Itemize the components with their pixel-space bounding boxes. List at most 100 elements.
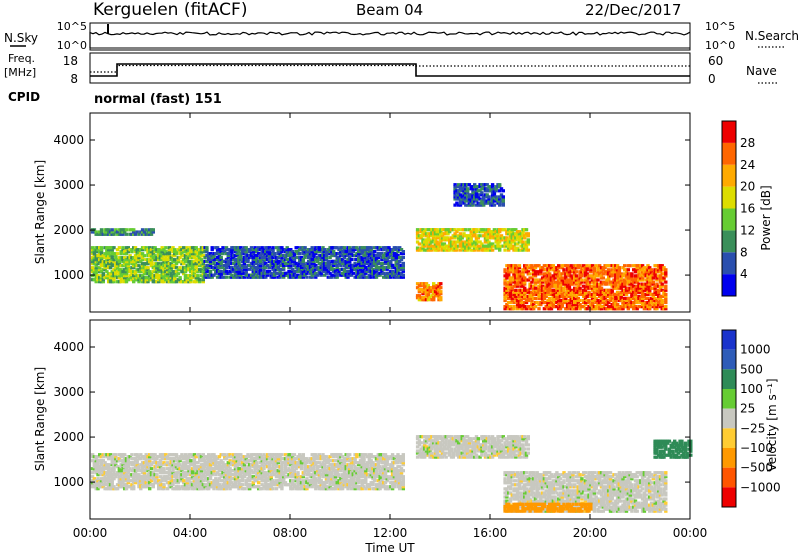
echo-cell: [292, 257, 297, 262]
echo-cell: [307, 250, 311, 254]
echo-cell: [110, 276, 114, 280]
echo-cell: [558, 290, 563, 294]
echo-cell: [594, 280, 598, 284]
echo-cell: [176, 260, 180, 264]
echo-cell: [180, 455, 184, 459]
echo-cell: [167, 483, 172, 487]
echo-cell: [142, 485, 147, 489]
echo-cell: [619, 272, 623, 276]
echo-cell: [187, 276, 191, 280]
echo-cell: [594, 286, 598, 290]
echo-cell: [594, 278, 598, 282]
echo-cell: [455, 248, 459, 252]
echo-cell: [132, 481, 136, 485]
echo-cell: [594, 282, 598, 286]
echo-cell: [528, 272, 532, 276]
echo-cell: [460, 189, 464, 193]
echo-cell: [262, 263, 266, 267]
echo-cell: [112, 469, 116, 473]
echo-cell: [573, 274, 577, 278]
echo-cell: [124, 459, 129, 463]
echo-cell: [590, 298, 595, 303]
echo-cell: [240, 248, 245, 252]
nsky-panel: N.Sky 10^5 10^0 10^5 10^0 N.Search: [4, 20, 799, 52]
echo-cell: [305, 275, 309, 279]
echo-cell: [130, 250, 134, 254]
echo-cell: [398, 255, 402, 260]
echo-cell: [432, 284, 436, 288]
echo-cell: [417, 248, 422, 252]
echo-cell: [517, 236, 522, 240]
echo-cell: [142, 264, 147, 268]
echo-cell: [260, 257, 264, 262]
echo-cell: [90, 258, 95, 262]
echo-cell: [487, 199, 491, 203]
echo-cell: [105, 483, 109, 487]
echo-cell: [640, 272, 645, 276]
echo-cell: [580, 292, 584, 296]
echo-cell: [94, 457, 98, 461]
echo-cell: [415, 246, 420, 250]
echo-cell: [469, 199, 473, 203]
echo-cell: [344, 263, 348, 267]
echo-cell: [432, 232, 436, 236]
echo-cell: [474, 246, 479, 250]
echo-cell: [214, 265, 218, 269]
echo-cell: [253, 255, 257, 260]
echo-cell: [348, 261, 352, 265]
echo-cell: [440, 228, 445, 232]
echo-cell: [599, 292, 604, 296]
echo-cell: [585, 294, 589, 298]
echo-cell: [208, 271, 213, 275]
echo-cell: [121, 481, 125, 485]
echo-cell: [324, 255, 329, 260]
echo-cell: [157, 455, 161, 459]
echo-cell: [348, 252, 352, 256]
echo-cell: [257, 259, 261, 263]
echo-cell: [564, 300, 568, 305]
echo-cell: [185, 268, 189, 272]
echo-cell: [376, 265, 380, 269]
colorbar-tick-label: 20: [740, 180, 755, 194]
echo-cell: [462, 228, 466, 232]
echo-cell: [298, 259, 302, 263]
echo-cell: [348, 259, 352, 263]
echo-cell: [648, 286, 652, 290]
echo-cell: [224, 465, 229, 469]
echo-cell: [242, 263, 247, 267]
echo-cell: [199, 471, 204, 475]
echo-cell: [540, 298, 545, 303]
echo-cell: [173, 250, 177, 254]
echo-cell: [387, 271, 391, 275]
echo-cell: [258, 253, 263, 258]
echo-cell: [569, 292, 573, 296]
echo-cell: [453, 240, 457, 244]
echo-cell: [230, 265, 234, 269]
echo-cell: [578, 305, 582, 309]
echo-cell: [355, 273, 359, 277]
echo-cell: [628, 296, 632, 300]
echo-cell: [635, 300, 639, 305]
echo-cell: [628, 286, 632, 290]
echo-cell: [549, 278, 554, 282]
echo-cell: [458, 248, 463, 252]
echo-cell: [580, 274, 584, 278]
echo-cell: [108, 278, 113, 282]
echo-cell: [115, 258, 120, 262]
echo-cell: [392, 275, 397, 279]
echo-cell: [457, 228, 461, 232]
echo-cell: [485, 193, 489, 197]
echo-cell: [557, 266, 561, 270]
echo-cell: [96, 256, 100, 260]
echo-cell: [107, 276, 111, 280]
echo-cell: [99, 479, 104, 483]
echo-cell: [507, 228, 511, 232]
echo-cell: [503, 240, 507, 244]
echo-cell: [371, 273, 375, 277]
echo-cell: [226, 483, 230, 487]
echo-cell: [462, 242, 466, 246]
echo-cell: [599, 307, 604, 311]
echo-cell: [135, 248, 139, 252]
echo-cell: [203, 459, 207, 463]
echo-cell: [548, 264, 552, 268]
